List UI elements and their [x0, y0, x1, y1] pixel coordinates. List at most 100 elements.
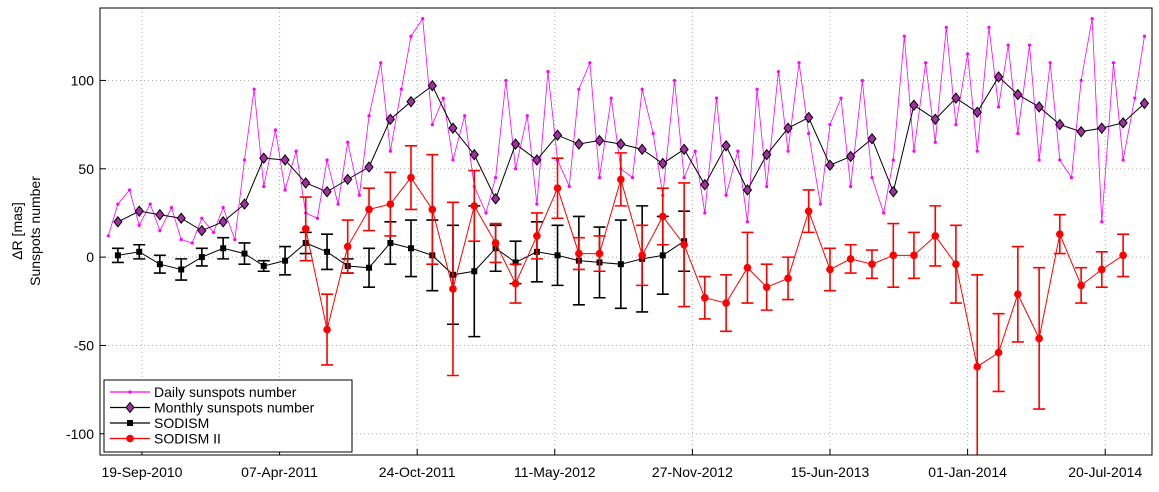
- point: [179, 237, 183, 242]
- point: [818, 202, 822, 206]
- point: [315, 216, 320, 220]
- point: [724, 193, 728, 197]
- point: [490, 193, 501, 205]
- point: [357, 193, 361, 197]
- point: [659, 252, 666, 259]
- series-line: [117, 76, 1145, 232]
- point: [409, 34, 413, 38]
- point: [993, 71, 1004, 83]
- point: [388, 149, 392, 153]
- point: [617, 175, 625, 184]
- series-line: [117, 240, 685, 276]
- point: [532, 154, 542, 166]
- point: [127, 188, 132, 192]
- point: [638, 251, 646, 260]
- point: [399, 87, 403, 91]
- point: [1111, 61, 1116, 65]
- point: [336, 202, 340, 206]
- point: [1097, 265, 1106, 274]
- point: [846, 150, 856, 163]
- point: [658, 157, 668, 170]
- point: [1013, 88, 1023, 101]
- point: [807, 131, 811, 136]
- point: [682, 176, 686, 180]
- point: [169, 206, 174, 210]
- point: [1142, 34, 1147, 38]
- point: [637, 143, 647, 156]
- point: [449, 285, 457, 293]
- point: [659, 212, 667, 221]
- point: [839, 96, 843, 100]
- point: [1035, 334, 1043, 343]
- point: [116, 202, 120, 206]
- point: [511, 279, 520, 288]
- point: [491, 239, 500, 247]
- point: [554, 252, 561, 259]
- point: [126, 434, 134, 443]
- point: [846, 255, 855, 263]
- point: [385, 113, 395, 126]
- point: [783, 122, 793, 134]
- point: [294, 149, 298, 153]
- point: [924, 61, 928, 65]
- y-axis-label: ΔR [mas]: [9, 202, 25, 260]
- point: [1027, 43, 1032, 47]
- point: [804, 207, 813, 215]
- series: [113, 71, 1150, 237]
- point: [912, 149, 916, 153]
- point: [860, 78, 864, 83]
- point: [868, 260, 876, 268]
- point: [975, 149, 979, 153]
- point: [125, 401, 135, 414]
- point: [784, 274, 792, 283]
- point: [470, 202, 479, 210]
- point: [510, 138, 521, 150]
- point: [1100, 220, 1104, 224]
- y-tick-label: -50: [74, 337, 94, 353]
- point: [588, 61, 592, 65]
- point: [421, 17, 425, 21]
- y-tick-label: -100: [66, 426, 94, 442]
- point: [987, 25, 991, 30]
- x-tick-label: 24-Oct-2011: [379, 464, 456, 480]
- point: [128, 390, 132, 394]
- point: [366, 264, 373, 271]
- point: [1056, 230, 1064, 238]
- point: [428, 205, 437, 214]
- point: [379, 61, 383, 65]
- point: [252, 87, 256, 91]
- point: [931, 232, 940, 240]
- point: [233, 237, 237, 242]
- point: [575, 249, 583, 258]
- point: [825, 159, 835, 172]
- point: [127, 420, 133, 426]
- point: [512, 259, 519, 266]
- point: [828, 123, 832, 127]
- point: [630, 176, 635, 180]
- point: [463, 114, 467, 118]
- point: [221, 206, 225, 210]
- x-tick-label: 11-May-2012: [514, 464, 596, 480]
- point: [283, 188, 287, 192]
- point: [1121, 158, 1125, 162]
- point: [158, 229, 162, 233]
- point: [533, 232, 541, 240]
- point: [1097, 122, 1107, 134]
- point: [1055, 118, 1065, 131]
- point: [441, 96, 445, 100]
- point: [407, 173, 415, 182]
- point: [552, 129, 563, 142]
- point: [259, 152, 269, 164]
- point: [966, 52, 970, 56]
- point: [430, 123, 434, 127]
- point: [1133, 96, 1137, 100]
- y-tick-label: 0: [86, 249, 94, 265]
- point: [891, 158, 895, 162]
- point: [745, 220, 750, 224]
- y-tick-label: 50: [78, 161, 94, 177]
- point: [273, 128, 278, 132]
- point: [365, 205, 373, 214]
- axes-box: [99, 7, 1153, 456]
- point: [1069, 176, 1074, 180]
- point: [693, 149, 697, 153]
